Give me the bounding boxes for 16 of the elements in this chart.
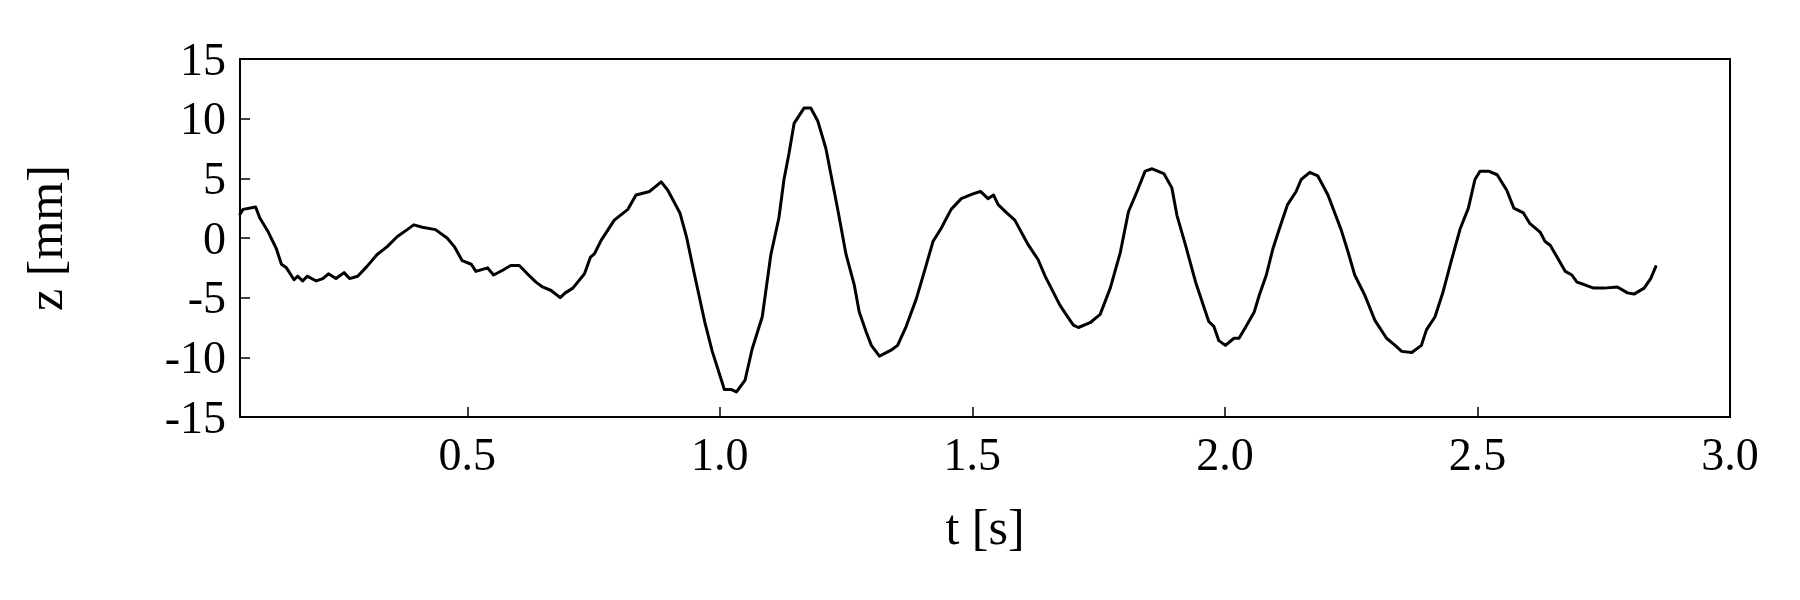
x-tick-label: 3.0 — [1701, 428, 1759, 480]
y-tick-label: -15 — [164, 391, 226, 443]
y-tick-label: 5 — [203, 152, 226, 204]
y-tick-label: 10 — [180, 93, 226, 145]
x-axis-title: t [s] — [945, 499, 1025, 555]
y-tick-label: -5 — [187, 272, 226, 324]
x-tick-label: 1.0 — [691, 428, 749, 480]
x-tick-label: 1.5 — [943, 428, 1002, 480]
y-axis-title: z [mm] — [17, 165, 73, 311]
y-tick-label: 15 — [180, 33, 226, 85]
x-tick-label: 2.0 — [1196, 428, 1254, 480]
y-tick-label: 0 — [203, 212, 226, 264]
x-tick-label: 2.5 — [1448, 428, 1507, 480]
y-tick-label: -10 — [164, 331, 226, 383]
line-series — [238, 106, 1658, 394]
x-tick-label: 0.5 — [438, 428, 497, 480]
